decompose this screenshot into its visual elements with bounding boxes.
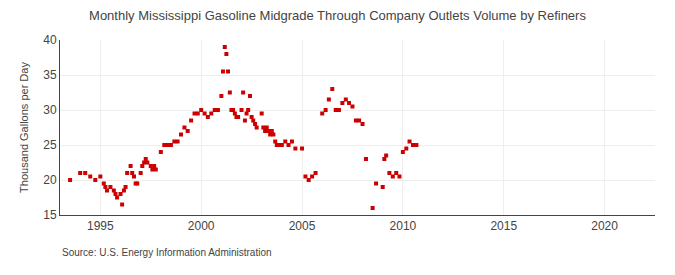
svg-text:Monthly Mississippi Gasoline M: Monthly Mississippi Gasoline Midgrade Th… [89,8,586,23]
svg-text:25: 25 [43,138,57,152]
svg-text:2015: 2015 [490,219,517,233]
svg-text:15: 15 [43,208,57,222]
svg-text:35: 35 [43,68,57,82]
svg-text:30: 30 [43,103,57,117]
svg-text:Source: U.S. Energy Informatio: Source: U.S. Energy Information Administ… [62,247,272,258]
svg-text:2020: 2020 [591,219,618,233]
svg-text:2010: 2010 [390,219,417,233]
svg-text:40: 40 [43,33,57,47]
svg-text:Thousand Gallons per Day: Thousand Gallons per Day [18,62,30,193]
svg-text:2005: 2005 [289,219,316,233]
svg-text:20: 20 [43,173,57,187]
svg-text:2000: 2000 [188,219,215,233]
svg-text:1995: 1995 [87,219,114,233]
